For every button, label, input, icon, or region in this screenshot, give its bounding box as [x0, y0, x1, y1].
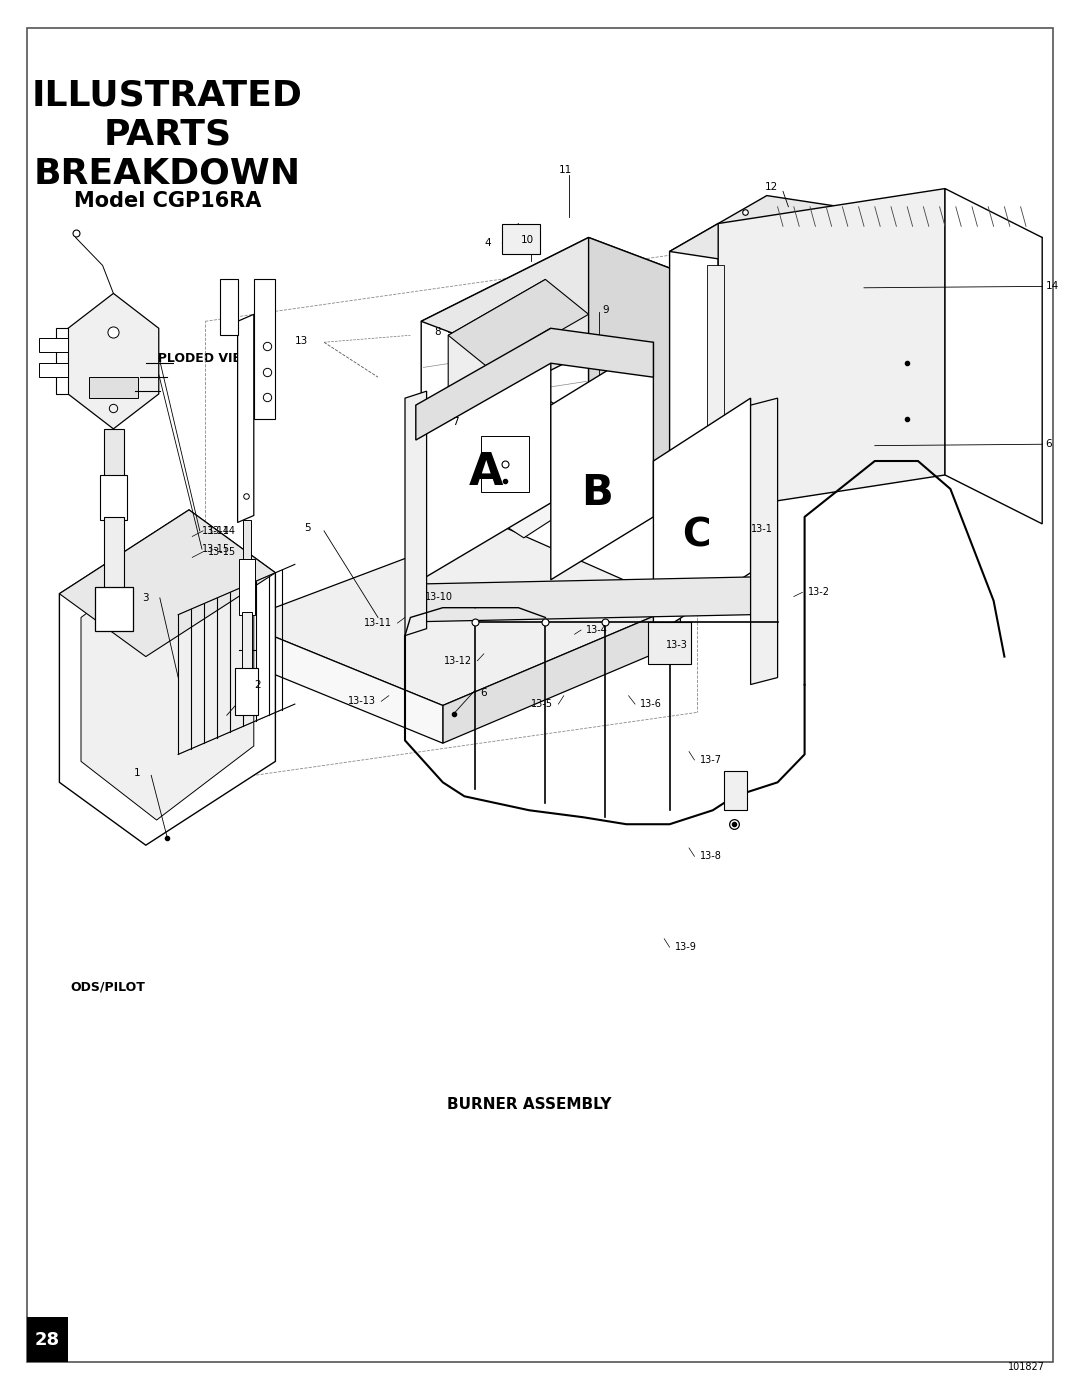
Polygon shape [751, 398, 778, 685]
Polygon shape [670, 224, 718, 538]
Text: 12: 12 [765, 182, 778, 193]
Text: 13-7: 13-7 [700, 754, 721, 766]
Bar [27, 1317, 68, 1362]
Polygon shape [220, 279, 238, 335]
Polygon shape [59, 510, 275, 657]
Polygon shape [56, 328, 68, 394]
Text: 13-14: 13-14 [202, 525, 230, 536]
Text: 2: 2 [254, 679, 260, 690]
Bar [648, 622, 691, 664]
Polygon shape [239, 559, 255, 615]
Text: ILLUSTRATED: ILLUSTRATED [32, 78, 302, 112]
Text: 13-9: 13-9 [675, 942, 697, 953]
Text: HEATER EXPLODED VIEW: HEATER EXPLODED VIEW [81, 352, 255, 365]
Bar [481, 436, 529, 492]
Polygon shape [39, 338, 68, 352]
Polygon shape [104, 517, 124, 590]
Bar [707, 265, 724, 433]
Text: 13-2: 13-2 [808, 587, 829, 598]
Polygon shape [653, 398, 751, 636]
Polygon shape [235, 668, 258, 715]
Text: 5: 5 [305, 522, 311, 534]
Polygon shape [421, 577, 751, 622]
Text: 13-14: 13-14 [208, 525, 237, 536]
Text: 4: 4 [485, 237, 491, 249]
Text: 6: 6 [1045, 439, 1052, 450]
Text: 13: 13 [295, 335, 308, 346]
Text: 13-12: 13-12 [444, 655, 472, 666]
Text: 3: 3 [143, 592, 149, 604]
Polygon shape [718, 189, 945, 510]
Text: PARTS: PARTS [104, 117, 231, 151]
Text: 13-5: 13-5 [531, 698, 553, 710]
Text: BREAKDOWN: BREAKDOWN [33, 156, 301, 190]
Polygon shape [421, 237, 718, 370]
Text: C: C [683, 515, 711, 555]
Text: 28: 28 [35, 1331, 60, 1348]
Polygon shape [405, 391, 427, 636]
Text: A: A [469, 451, 503, 493]
Polygon shape [59, 510, 275, 845]
Polygon shape [68, 293, 159, 429]
Text: 8: 8 [434, 327, 441, 338]
Text: 13-15: 13-15 [208, 546, 237, 557]
Polygon shape [945, 189, 1042, 524]
Polygon shape [39, 363, 68, 377]
Text: ODS/PILOT: ODS/PILOT [70, 981, 145, 993]
Polygon shape [551, 342, 653, 580]
Polygon shape [242, 612, 252, 671]
Text: 1: 1 [134, 767, 140, 778]
Polygon shape [589, 237, 718, 524]
Polygon shape [416, 328, 653, 440]
Text: B: B [581, 472, 613, 514]
Polygon shape [421, 328, 551, 580]
Text: BURNER ASSEMBLY: BURNER ASSEMBLY [447, 1097, 611, 1112]
Text: 13-10: 13-10 [424, 591, 453, 602]
Polygon shape [470, 384, 578, 538]
Text: 9: 9 [603, 305, 609, 316]
Bar [502, 224, 540, 254]
Text: 6: 6 [481, 687, 487, 698]
Text: 13-15: 13-15 [202, 543, 230, 555]
Polygon shape [448, 279, 589, 370]
Text: Model CGP16RA: Model CGP16RA [73, 191, 261, 211]
Polygon shape [104, 429, 124, 478]
Polygon shape [238, 314, 254, 522]
Text: 13-11: 13-11 [364, 617, 392, 629]
Polygon shape [95, 587, 133, 631]
Text: 101827: 101827 [1009, 1362, 1045, 1372]
Bar [724, 771, 747, 810]
Polygon shape [243, 520, 251, 562]
Text: 13-1: 13-1 [751, 524, 772, 535]
Polygon shape [81, 545, 254, 820]
Polygon shape [448, 279, 545, 517]
Text: 11: 11 [559, 165, 572, 176]
Text: 13-13: 13-13 [348, 696, 376, 707]
Text: 13-6: 13-6 [640, 698, 662, 710]
Text: 14: 14 [1045, 281, 1058, 292]
Polygon shape [254, 279, 275, 419]
Polygon shape [670, 196, 1042, 293]
Polygon shape [238, 622, 443, 743]
Polygon shape [443, 605, 680, 743]
Text: 13-4: 13-4 [586, 624, 608, 636]
Polygon shape [100, 475, 127, 520]
Text: 7: 7 [453, 416, 459, 427]
Text: 13-3: 13-3 [666, 640, 688, 651]
Polygon shape [238, 524, 680, 705]
Text: 13-8: 13-8 [700, 851, 721, 862]
Polygon shape [89, 377, 138, 398]
Text: 10: 10 [521, 235, 534, 246]
Polygon shape [421, 237, 589, 559]
